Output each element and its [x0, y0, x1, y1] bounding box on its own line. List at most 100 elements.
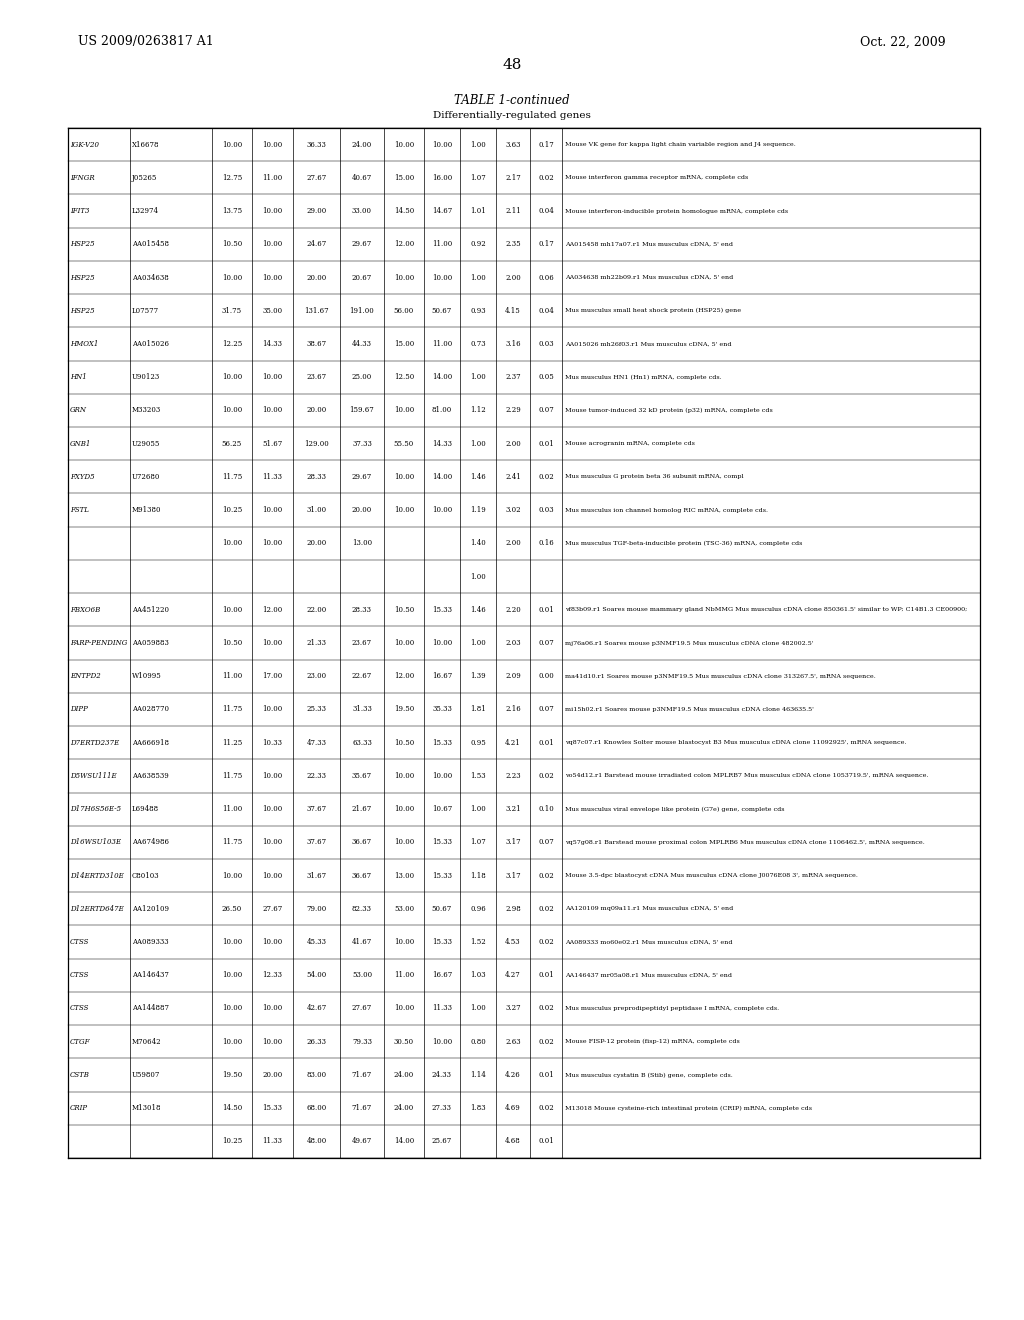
Text: 1.00: 1.00	[470, 440, 485, 447]
Text: 23.00: 23.00	[306, 672, 327, 680]
Text: 0.02: 0.02	[539, 1104, 554, 1113]
Text: 0.02: 0.02	[539, 871, 554, 879]
Text: D16WSU103E: D16WSU103E	[70, 838, 121, 846]
Text: M33203: M33203	[132, 407, 161, 414]
Text: Mouse VK gene for kappa light chain variable region and J4 sequence.: Mouse VK gene for kappa light chain vari…	[565, 143, 796, 147]
Text: 11.33: 11.33	[262, 473, 283, 480]
Text: FBXO6B: FBXO6B	[70, 606, 100, 614]
Text: 10.00: 10.00	[432, 1038, 453, 1045]
Text: 20.00: 20.00	[306, 273, 327, 281]
Text: Mouse tumor-induced 32 kD protein (p32) mRNA, complete cds: Mouse tumor-induced 32 kD protein (p32) …	[565, 408, 773, 413]
Text: 1.81: 1.81	[470, 705, 485, 713]
Text: 11.75: 11.75	[222, 473, 242, 480]
Text: U72680: U72680	[132, 473, 161, 480]
Text: AA120109: AA120109	[132, 904, 169, 913]
Text: 44.33: 44.33	[352, 341, 372, 348]
Text: 81.00: 81.00	[432, 407, 453, 414]
Text: 0.01: 0.01	[539, 1138, 554, 1146]
Text: 10.00: 10.00	[222, 540, 242, 548]
Text: 15.00: 15.00	[394, 174, 414, 182]
Text: 23.67: 23.67	[352, 639, 372, 647]
Text: AA120109 mq09a11.r1 Mus musculus cDNA, 5' end: AA120109 mq09a11.r1 Mus musculus cDNA, 5…	[565, 907, 733, 911]
Text: 11.00: 11.00	[262, 174, 283, 182]
Text: CTSS: CTSS	[70, 972, 89, 979]
Text: 54.00: 54.00	[306, 972, 327, 979]
Text: 13.75: 13.75	[222, 207, 242, 215]
Text: 4.69: 4.69	[505, 1104, 521, 1113]
Text: 0.02: 0.02	[539, 939, 554, 946]
Text: 3.21: 3.21	[505, 805, 521, 813]
Text: GRN: GRN	[70, 407, 87, 414]
Text: M13018: M13018	[132, 1104, 162, 1113]
Text: 35.33: 35.33	[432, 705, 452, 713]
Text: Mouse interferon-inducible protein homologue mRNA, complete cds: Mouse interferon-inducible protein homol…	[565, 209, 788, 214]
Text: 1.00: 1.00	[470, 639, 485, 647]
Text: D7ERTD237E: D7ERTD237E	[70, 739, 119, 747]
Text: 0.02: 0.02	[539, 772, 554, 780]
Text: 49.67: 49.67	[352, 1138, 372, 1146]
Text: D5WSU111E: D5WSU111E	[70, 772, 117, 780]
Text: 11.00: 11.00	[222, 672, 242, 680]
Text: AA666918: AA666918	[132, 739, 169, 747]
Text: ENTPD2: ENTPD2	[70, 672, 100, 680]
Text: 25.67: 25.67	[432, 1138, 453, 1146]
Text: 13.00: 13.00	[352, 540, 372, 548]
Text: 24.33: 24.33	[432, 1071, 452, 1078]
Text: AA146437: AA146437	[132, 972, 169, 979]
Text: 3.27: 3.27	[505, 1005, 521, 1012]
Text: 10.00: 10.00	[262, 1005, 283, 1012]
Text: 12.00: 12.00	[262, 606, 283, 614]
Text: 0.02: 0.02	[539, 174, 554, 182]
Text: FSTL: FSTL	[70, 506, 89, 513]
Text: 10.00: 10.00	[262, 772, 283, 780]
Text: 12.25: 12.25	[222, 341, 242, 348]
Text: 21.33: 21.33	[306, 639, 327, 647]
Text: 10.00: 10.00	[262, 805, 283, 813]
Text: vq57g08.r1 Barstead mouse proximal colon MPLRB6 Mus musculus cDNA clone 1106462.: vq57g08.r1 Barstead mouse proximal colon…	[565, 840, 925, 845]
Text: 10.00: 10.00	[262, 838, 283, 846]
Text: 1.00: 1.00	[470, 374, 485, 381]
Text: AA028770: AA028770	[132, 705, 169, 713]
Text: 10.00: 10.00	[394, 407, 414, 414]
Text: 10.50: 10.50	[222, 240, 242, 248]
Text: 27.67: 27.67	[352, 1005, 372, 1012]
Text: 38.67: 38.67	[306, 341, 327, 348]
Text: 0.16: 0.16	[539, 540, 554, 548]
Text: AA451220: AA451220	[132, 606, 169, 614]
Text: Mus musculus TGF-beta-inducible protein (TSC-36) mRNA, complete cds: Mus musculus TGF-beta-inducible protein …	[565, 541, 803, 546]
Text: 10.00: 10.00	[432, 639, 453, 647]
Text: Mus musculus cystatin B (Stib) gene, complete cds.: Mus musculus cystatin B (Stib) gene, com…	[565, 1072, 733, 1077]
Text: 11.00: 11.00	[394, 972, 414, 979]
Text: AA015026: AA015026	[132, 341, 169, 348]
Text: 4.27: 4.27	[505, 972, 521, 979]
Text: AA059883: AA059883	[132, 639, 169, 647]
Text: 40.67: 40.67	[352, 174, 372, 182]
Text: 14.50: 14.50	[394, 207, 414, 215]
Text: 29.67: 29.67	[352, 240, 372, 248]
Text: 20.00: 20.00	[306, 407, 327, 414]
Text: 4.68: 4.68	[505, 1138, 521, 1146]
Text: 11.75: 11.75	[222, 838, 242, 846]
Text: 29.67: 29.67	[352, 473, 372, 480]
Text: 83.00: 83.00	[306, 1071, 327, 1078]
Text: 48.00: 48.00	[306, 1138, 327, 1146]
Text: 10.00: 10.00	[222, 1038, 242, 1045]
Text: 0.07: 0.07	[539, 639, 554, 647]
Text: J05265: J05265	[132, 174, 158, 182]
Text: 0.17: 0.17	[539, 240, 554, 248]
Text: IFNGR: IFNGR	[70, 174, 94, 182]
Text: 0.07: 0.07	[539, 838, 554, 846]
Text: M70642: M70642	[132, 1038, 162, 1045]
Text: 0.04: 0.04	[539, 306, 554, 314]
Text: 14.33: 14.33	[262, 341, 283, 348]
Text: 11.33: 11.33	[262, 1138, 283, 1146]
Text: 16.67: 16.67	[432, 972, 453, 979]
Text: 3.02: 3.02	[505, 506, 521, 513]
Text: 1.46: 1.46	[470, 606, 485, 614]
Text: W10995: W10995	[132, 672, 162, 680]
Text: 15.33: 15.33	[262, 1104, 283, 1113]
Text: 1.00: 1.00	[470, 573, 485, 581]
Text: 10.00: 10.00	[262, 141, 283, 149]
Text: HSP25: HSP25	[70, 273, 94, 281]
Text: IFIT3: IFIT3	[70, 207, 89, 215]
